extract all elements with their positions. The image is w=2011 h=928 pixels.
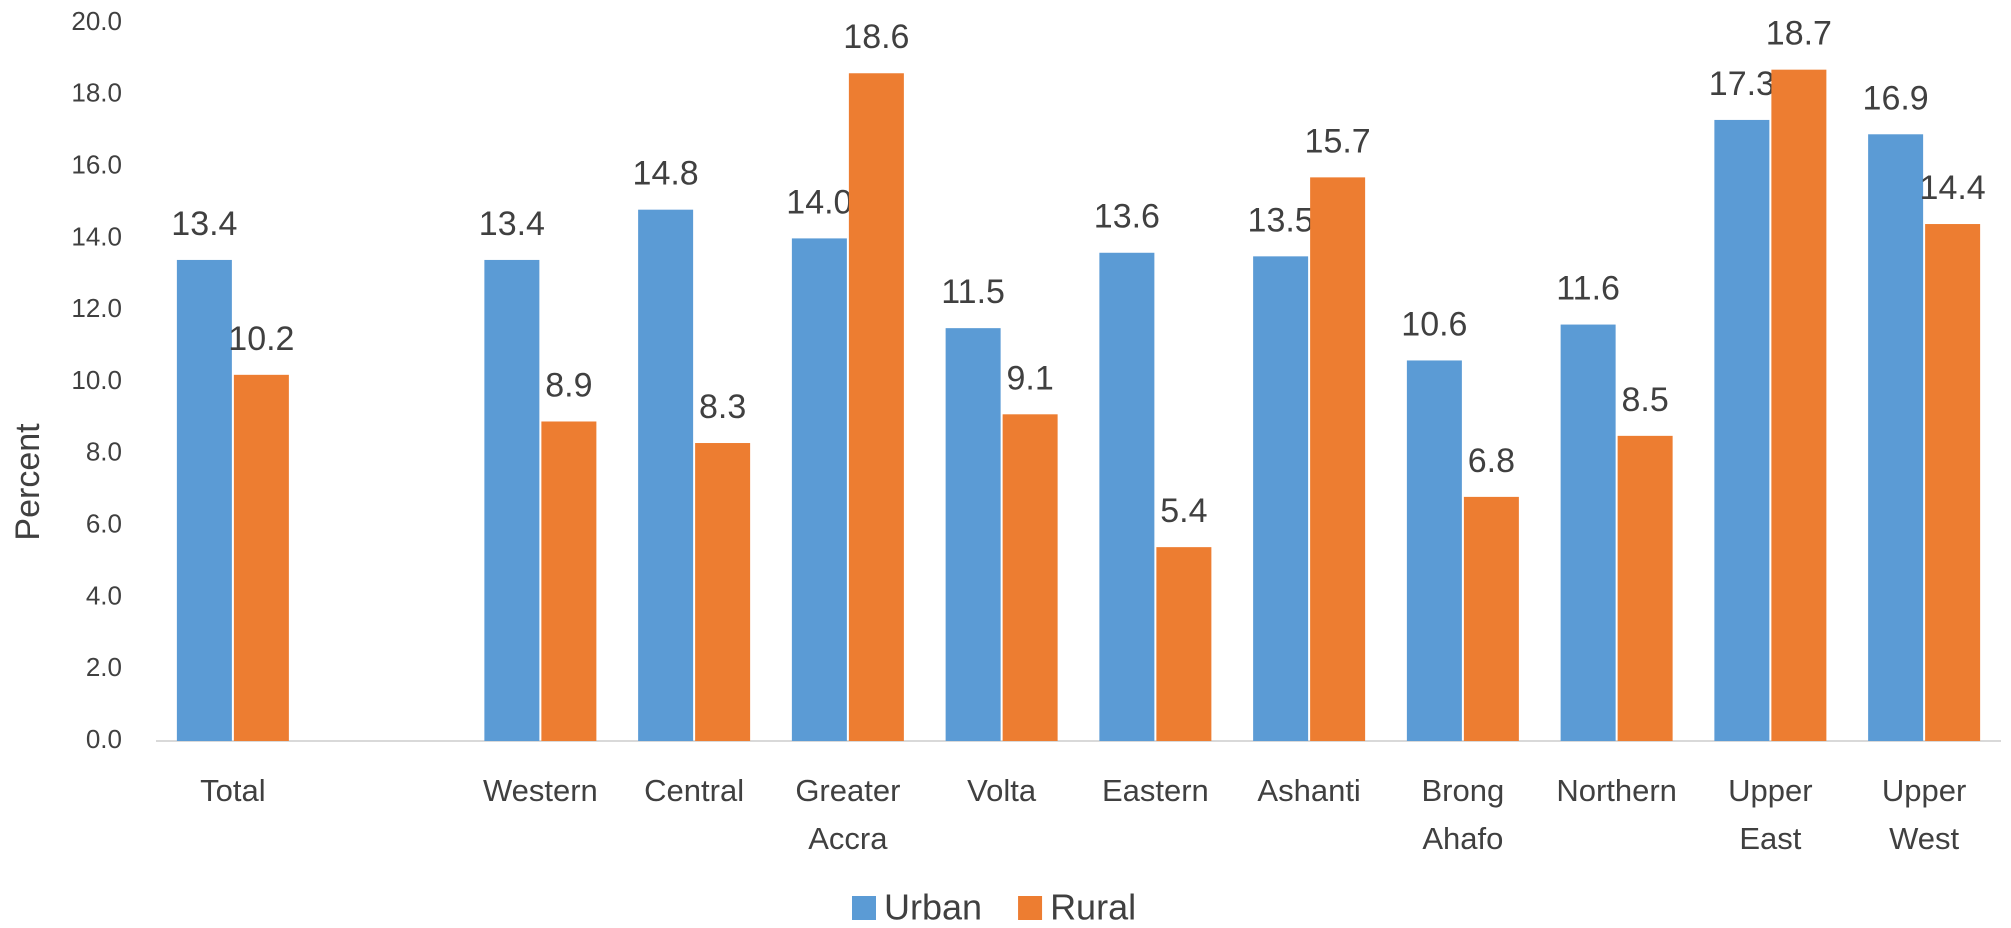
data-label: 8.3 <box>699 388 746 426</box>
bar <box>541 421 597 741</box>
data-label: 17.3 <box>1709 65 1775 103</box>
y-tick-label: 20.0 <box>71 6 122 36</box>
x-tick-label: Upper West <box>1882 773 1966 856</box>
legend-swatch <box>1018 896 1043 920</box>
bar <box>848 73 904 741</box>
y-tick-label: 18.0 <box>71 78 122 108</box>
data-label: 11.6 <box>1556 270 1620 308</box>
x-tick-label: Central <box>644 773 744 808</box>
y-tick-label: 4.0 <box>86 580 122 610</box>
y-tick-label: 10.0 <box>71 365 122 395</box>
data-label: 14.8 <box>633 155 699 193</box>
data-label: 9.1 <box>1006 359 1053 397</box>
y-tick-label: 14.0 <box>71 221 122 251</box>
bar <box>1099 252 1155 741</box>
bar <box>1310 177 1366 741</box>
data-label: 14.4 <box>1920 169 1986 207</box>
data-label: 14.0 <box>786 183 852 221</box>
bar <box>1002 414 1058 741</box>
x-tick-label: Total <box>200 773 265 808</box>
bar <box>1925 224 1981 742</box>
legend-swatch <box>852 896 876 920</box>
legend-label: Rural <box>1050 887 1136 928</box>
bar <box>1463 496 1519 741</box>
bar <box>233 374 289 741</box>
data-label: 10.6 <box>1401 305 1467 343</box>
x-tick-label: Brong Ahafo <box>1422 773 1505 856</box>
x-tick-label-line: Greater <box>795 773 900 808</box>
y-tick-label: 2.0 <box>86 652 122 682</box>
x-tick-label: Northern <box>1556 773 1677 808</box>
legend-label: Urban <box>884 887 982 928</box>
bar <box>791 238 847 741</box>
x-tick-label: Volta <box>967 773 1037 808</box>
y-axis-label: Percent <box>9 423 47 541</box>
data-label: 13.5 <box>1248 201 1314 239</box>
data-label: 15.7 <box>1305 122 1371 160</box>
bar <box>638 209 694 741</box>
data-label: 13.4 <box>479 205 545 243</box>
x-tick-label: Upper East <box>1728 773 1812 856</box>
data-label: 5.4 <box>1160 492 1207 530</box>
data-label: 13.4 <box>171 205 237 243</box>
data-label: 11.5 <box>941 273 1005 311</box>
x-tick-label-line: East <box>1739 821 1801 856</box>
data-label: 13.6 <box>1094 198 1160 236</box>
x-tick-label-line: Upper <box>1728 773 1812 808</box>
x-tick-label-line: Accra <box>808 821 888 856</box>
x-tick-label: Greater Accra <box>795 773 900 856</box>
bar <box>1560 324 1616 741</box>
bar <box>176 259 232 741</box>
x-tick-label-line: West <box>1889 821 1959 856</box>
x-tick-label-line: Brong <box>1422 773 1505 808</box>
y-tick-label: 12.0 <box>71 293 122 323</box>
data-label: 10.2 <box>228 320 294 358</box>
bar <box>1771 69 1827 742</box>
data-label: 8.5 <box>1621 381 1668 419</box>
data-label: 16.9 <box>1863 79 1929 117</box>
bar <box>945 328 1001 741</box>
bar <box>1617 435 1673 741</box>
x-tick-label: Western <box>483 773 598 808</box>
data-label: 18.6 <box>843 18 909 56</box>
bar <box>1868 134 1924 742</box>
data-label: 6.8 <box>1468 442 1515 480</box>
bar <box>695 443 751 741</box>
bar <box>1406 360 1462 741</box>
bar <box>1156 547 1212 741</box>
bar <box>1253 256 1309 741</box>
bar <box>484 259 540 741</box>
x-tick-label: Ashanti <box>1257 773 1360 808</box>
y-tick-label: 6.0 <box>86 508 122 538</box>
data-label: 8.9 <box>545 366 592 404</box>
x-tick-label: Eastern <box>1102 773 1209 808</box>
x-tick-label-line: Upper <box>1882 773 1966 808</box>
y-tick-label: 8.0 <box>86 437 122 467</box>
y-tick-label: 16.0 <box>71 149 122 179</box>
data-label: 18.7 <box>1766 15 1832 53</box>
bar <box>1714 119 1770 742</box>
x-tick-label-line: Ahafo <box>1422 821 1503 856</box>
y-tick-label: 0.0 <box>86 724 122 754</box>
